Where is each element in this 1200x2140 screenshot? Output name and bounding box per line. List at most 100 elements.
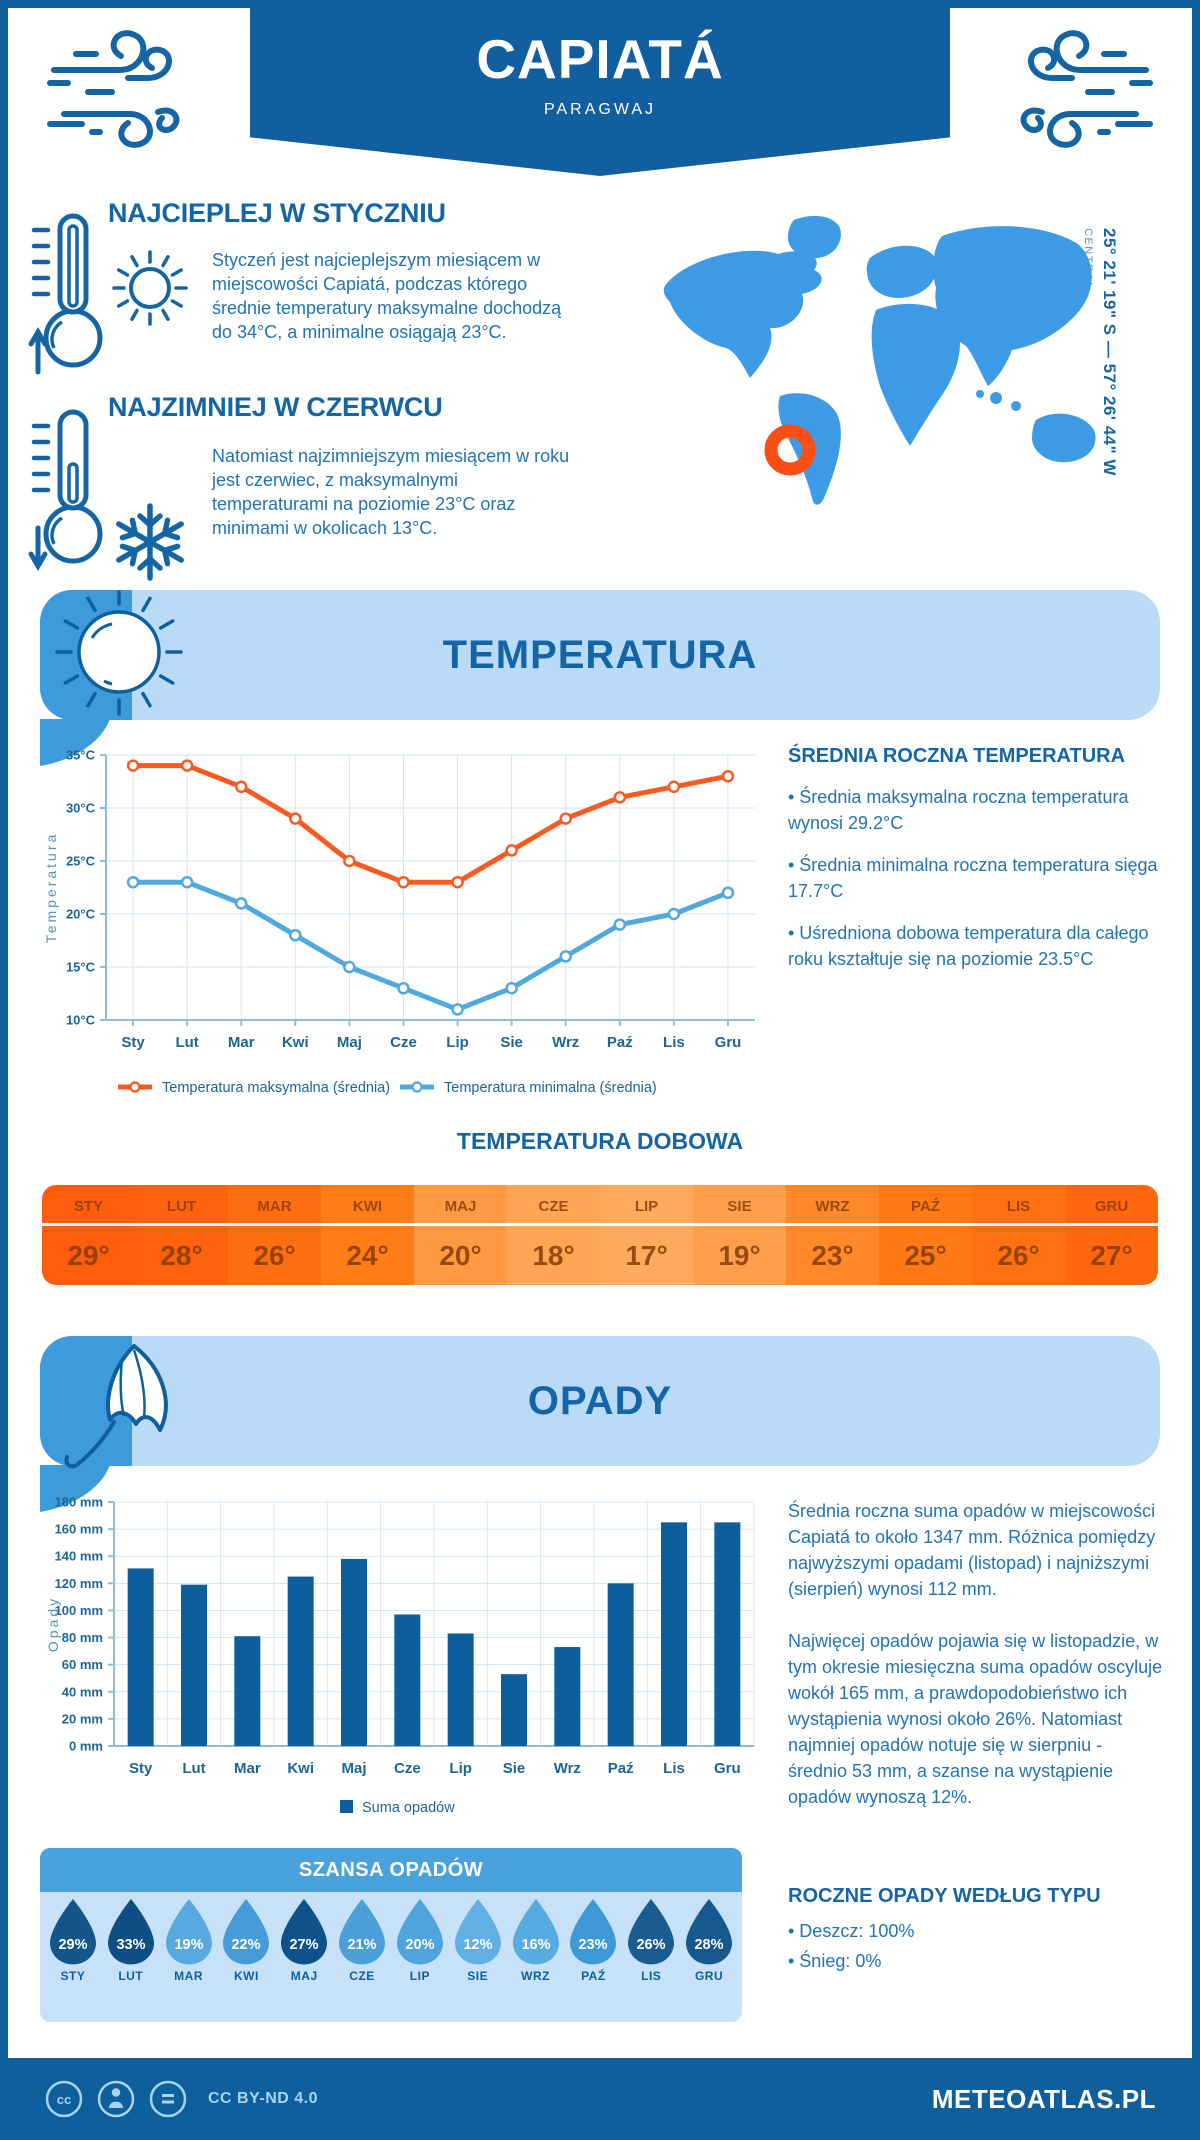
svg-text:25°C: 25°C	[66, 854, 96, 869]
droplet-month: STY	[60, 1969, 86, 1983]
daily-temp-value: 24°	[346, 1239, 389, 1271]
daily-temp-value: 26°	[253, 1239, 296, 1271]
rain-chance-widget: SZANSA OPADÓW 29% STY 33% LUT 19% MAR 22% KWI 27…	[40, 1848, 742, 2022]
svg-text:30°C: 30°C	[66, 801, 96, 816]
svg-text:Temperatura maksymalna (średni: Temperatura maksymalna (średnia)	[162, 1080, 390, 1096]
svg-text:Mar: Mar	[228, 1034, 255, 1051]
droplet-icon: 20%	[396, 1899, 443, 1965]
daily-temp-value: 26°	[997, 1239, 1040, 1271]
droplet-month: PAŹ	[581, 1969, 606, 1983]
daily-temp-cell: MAJ 20°	[414, 1185, 507, 1285]
svg-text:23%: 23%	[579, 1937, 608, 1953]
daily-temp-month: SIE	[693, 1185, 786, 1226]
svg-text:80 mm: 80 mm	[62, 1630, 103, 1645]
svg-text:Suma opadów: Suma opadów	[362, 1800, 455, 1816]
svg-text:Temperatura: Temperatura	[43, 832, 59, 944]
svg-text:Lip: Lip	[446, 1034, 469, 1051]
rain-chance-item: 26% LIS	[622, 1898, 680, 2022]
daily-temp-month: MAR	[228, 1185, 321, 1226]
rain-chance-item: 21% CZE	[333, 1898, 391, 2022]
cc-nd-icon	[149, 2080, 187, 2118]
svg-text:21%: 21%	[348, 1937, 377, 1953]
svg-text:Lis: Lis	[663, 1760, 685, 1777]
coldest-section-title: NAJZIMNIEJ W CZERWCU	[108, 392, 443, 422]
daily-temp-value: 28°	[160, 1239, 203, 1271]
svg-text:Cze: Cze	[390, 1034, 417, 1051]
rain-chance-item: 27% MAJ	[275, 1898, 333, 2022]
license-text: CC BY-ND 4.0	[208, 2090, 319, 2107]
rain-chance-item: 29% STY	[44, 1898, 102, 2022]
snowflake-icon	[116, 503, 184, 581]
droplet-icon: 21%	[339, 1899, 386, 1965]
geo-coordinates-block: 25° 21' 19" S — 57° 26' 44" W CENTRAL	[1082, 228, 1119, 558]
svg-text:Paź: Paź	[608, 1760, 634, 1777]
svg-text:26%: 26%	[637, 1937, 666, 1953]
rain-chance-item: 28% GRU	[680, 1898, 738, 2022]
daily-temperature-heading: TEMPERATURA DOBOWA	[456, 1128, 744, 1154]
svg-text:20 mm: 20 mm	[62, 1711, 103, 1726]
footer: cc CC BY-ND 4.0 METEOATLAS.PL	[0, 2058, 1200, 2140]
droplet-icon: 26%	[628, 1899, 675, 1965]
daily-temp-cell: WRZ 23°	[786, 1185, 879, 1285]
svg-text:20°C: 20°C	[66, 907, 96, 922]
svg-text:Sty: Sty	[121, 1034, 145, 1051]
svg-text:33%: 33%	[116, 1937, 145, 1953]
droplet-icon: 27%	[281, 1899, 328, 1965]
daily-temp-value: 27°	[1090, 1239, 1133, 1271]
droplet-month: LIP	[409, 1969, 430, 1983]
svg-text:22%: 22%	[232, 1937, 261, 1953]
svg-text:Sie: Sie	[503, 1760, 526, 1777]
rain-chance-item: 23% PAŹ	[564, 1898, 622, 2022]
svg-text:Gru: Gru	[714, 1760, 741, 1777]
warmest-section-title: NAJCIEPLEJ W STYCZNIU	[108, 198, 446, 228]
annual-bullet: • Średnia minimalna roczna temperatura s…	[788, 855, 1158, 901]
droplet-icon: 22%	[223, 1899, 270, 1965]
svg-text:29%: 29%	[58, 1937, 87, 1953]
droplet-icon: 28%	[686, 1899, 733, 1965]
svg-text:cc: cc	[57, 2092, 71, 2107]
svg-text:Lis: Lis	[663, 1034, 685, 1051]
svg-text:Lut: Lut	[182, 1760, 205, 1777]
svg-text:35°C: 35°C	[66, 748, 96, 763]
svg-text:140 mm: 140 mm	[55, 1549, 103, 1564]
droplet-month: LUT	[118, 1969, 144, 1983]
svg-text:28%: 28%	[695, 1937, 724, 1953]
banner-background	[40, 1336, 1160, 1466]
svg-text:120 mm: 120 mm	[55, 1576, 103, 1591]
droplet-icon: 29%	[49, 1899, 96, 1965]
daily-temp-month: STY	[42, 1185, 135, 1226]
svg-text:Kwi: Kwi	[282, 1034, 309, 1051]
coordinates-text: 25° 21' 19" S — 57° 26' 44" W	[1100, 228, 1119, 476]
precipitation-paragraph: Średnia roczna suma opadów w miejscowośc…	[788, 1501, 1156, 1599]
umbrella-icon	[64, 1344, 168, 1469]
rain-chance-droplets: 29% STY 33% LUT 19% MAR 22% KWI 27% MAJ 21% CZE 20% L…	[40, 1892, 742, 2022]
daily-temp-cell: LUT 28°	[135, 1185, 228, 1285]
precipitation-banner: OPADY	[40, 1336, 1160, 1512]
droplet-month: KWI	[233, 1969, 259, 1983]
droplet-icon: 23%	[570, 1899, 617, 1965]
svg-text:40 mm: 40 mm	[62, 1684, 103, 1699]
daily-temp-month: KWI	[321, 1185, 414, 1226]
temperature-line-chart: 10°C 15°C 20°C 25°C 30°C 35°C Sty Lut Mar Kwi Maj C…	[43, 748, 755, 1096]
daily-temp-cell: STY 29°	[42, 1185, 135, 1285]
precipitation-by-type-panel: ROCZNE OPADY WEDŁUG TYPU • Deszcz: 100% …	[788, 1885, 1164, 1990]
svg-text:180 mm: 180 mm	[55, 1495, 103, 1510]
precipitation-bar-chart: 0 mm 20 mm 40 mm 60 mm 80 mm 100 mm 120 mm 140 …	[45, 1495, 755, 1816]
daily-temp-cell: KWI 24°	[321, 1185, 414, 1285]
droplet-icon: 16%	[512, 1899, 559, 1965]
rain-chance-item: 33% LUT	[102, 1898, 160, 2022]
daily-temp-value: 25°	[904, 1239, 947, 1271]
banner-background	[40, 590, 1160, 720]
annual-bullet: • Średnia maksymalna roczna temperatura …	[788, 787, 1129, 833]
banner-tail	[40, 719, 110, 766]
precipitation-banner-title: OPADY	[527, 1379, 673, 1423]
daily-temp-value: 17°	[625, 1239, 668, 1271]
svg-text:Wrz: Wrz	[554, 1760, 581, 1777]
daily-temp-month: LIS	[972, 1185, 1065, 1226]
droplet-month: WRZ	[521, 1969, 550, 1983]
cc-icon: cc	[45, 2080, 83, 2118]
svg-text:Opady: Opady	[45, 1596, 61, 1652]
temperature-banner: TEMPERATURA	[40, 590, 1160, 766]
daily-temp-cell: GRU 27°	[1065, 1185, 1158, 1285]
svg-text:60 mm: 60 mm	[62, 1657, 103, 1672]
